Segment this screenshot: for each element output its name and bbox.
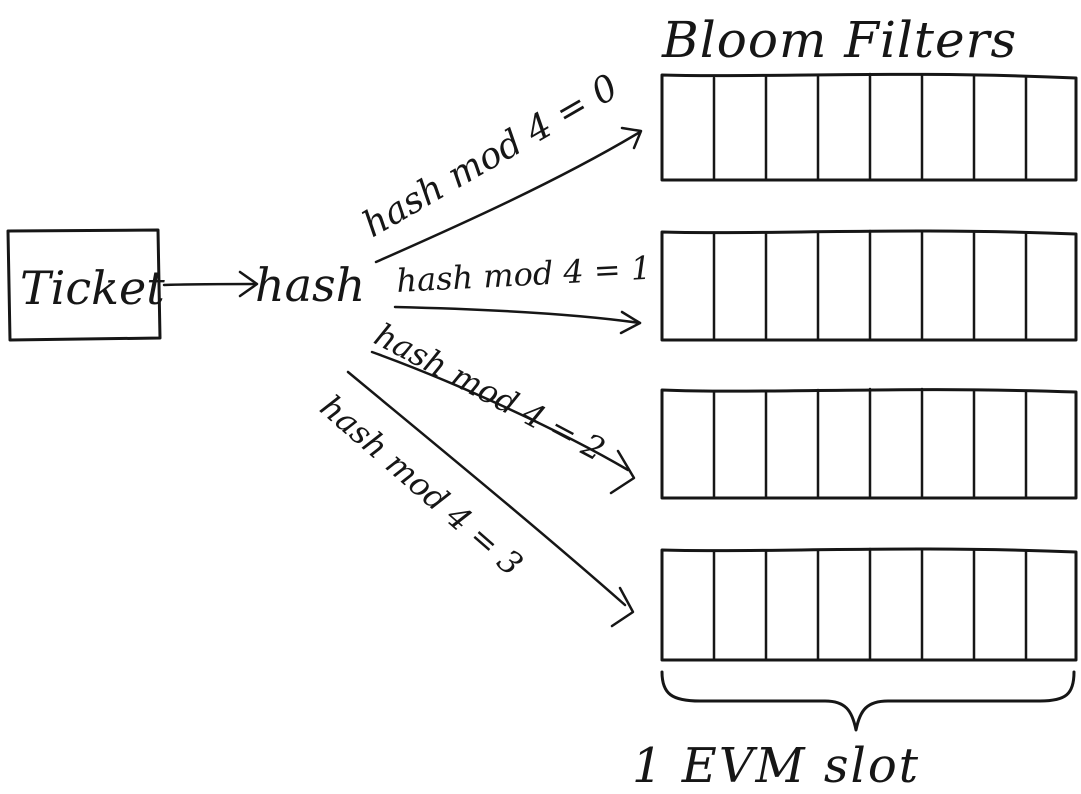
- hash-label: hash: [255, 258, 365, 312]
- bloom-filter-1: [660, 229, 1078, 342]
- route-label-0: hash mod 4 = 0: [356, 67, 625, 246]
- ticket-label: Ticket: [20, 261, 165, 315]
- diagram-title: Bloom Filters: [661, 11, 1017, 69]
- evm-slot-label: 1 EVM slot: [632, 738, 920, 794]
- ticket-box: Ticket: [6, 228, 165, 342]
- route-mod-3: hash mod 4 = 3: [313, 370, 635, 628]
- route-label-1: hash mod 4 = 1: [395, 249, 652, 300]
- bloom-filter-3: [660, 547, 1078, 662]
- ticket-to-hash-arrow: [162, 270, 259, 298]
- bloom-filter-0: [660, 72, 1078, 182]
- route-mod-1: hash mod 4 = 1: [393, 249, 652, 335]
- bloom-filter-2: [660, 387, 1078, 500]
- evm-slot-brace: [660, 670, 1076, 732]
- route-mod-0: hash mod 4 = 0: [356, 67, 643, 264]
